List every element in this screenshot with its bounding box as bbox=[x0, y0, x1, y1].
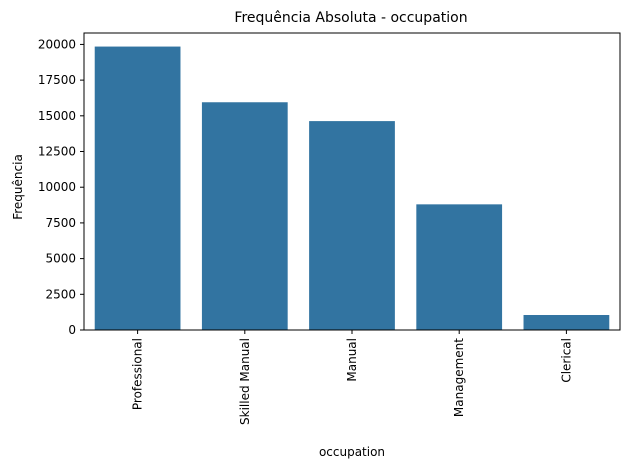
bar-management bbox=[416, 204, 503, 330]
bar-skilled-manual bbox=[201, 102, 288, 330]
x-tick-label: Clerical bbox=[559, 338, 573, 383]
y-tick-label: 17500 bbox=[38, 73, 76, 87]
x-axis-ticks: Professional Skilled Manual Manual Manageme… bbox=[131, 330, 573, 425]
x-tick-label: Professional bbox=[131, 338, 145, 410]
y-tick-label: 5000 bbox=[45, 252, 76, 266]
y-axis-label: Frequência bbox=[11, 154, 25, 220]
y-tick-label: 15000 bbox=[38, 109, 76, 123]
x-axis-label: occupation bbox=[319, 445, 385, 459]
bar-clerical bbox=[523, 315, 610, 330]
bar-professional bbox=[94, 46, 181, 330]
y-tick-label: 12500 bbox=[38, 145, 76, 159]
x-tick-label: Manual bbox=[345, 338, 359, 382]
x-tick-label: Management bbox=[452, 338, 466, 417]
bars-group bbox=[94, 46, 610, 330]
y-tick-label: 10000 bbox=[38, 180, 76, 194]
bar-manual bbox=[309, 121, 395, 330]
y-tick-label: 20000 bbox=[38, 37, 76, 51]
y-tick-label: 0 bbox=[68, 323, 76, 337]
y-tick-label: 7500 bbox=[45, 216, 76, 230]
y-axis-ticks: 0 2500 5000 7500 10000 12500 15000 17500 20000 bbox=[38, 37, 84, 337]
plot-frame bbox=[83, 32, 621, 331]
x-tick-label: Skilled Manual bbox=[238, 338, 252, 425]
y-tick-label: 2500 bbox=[45, 287, 76, 301]
chart-title: Frequência Absoluta - occupation bbox=[234, 10, 467, 26]
